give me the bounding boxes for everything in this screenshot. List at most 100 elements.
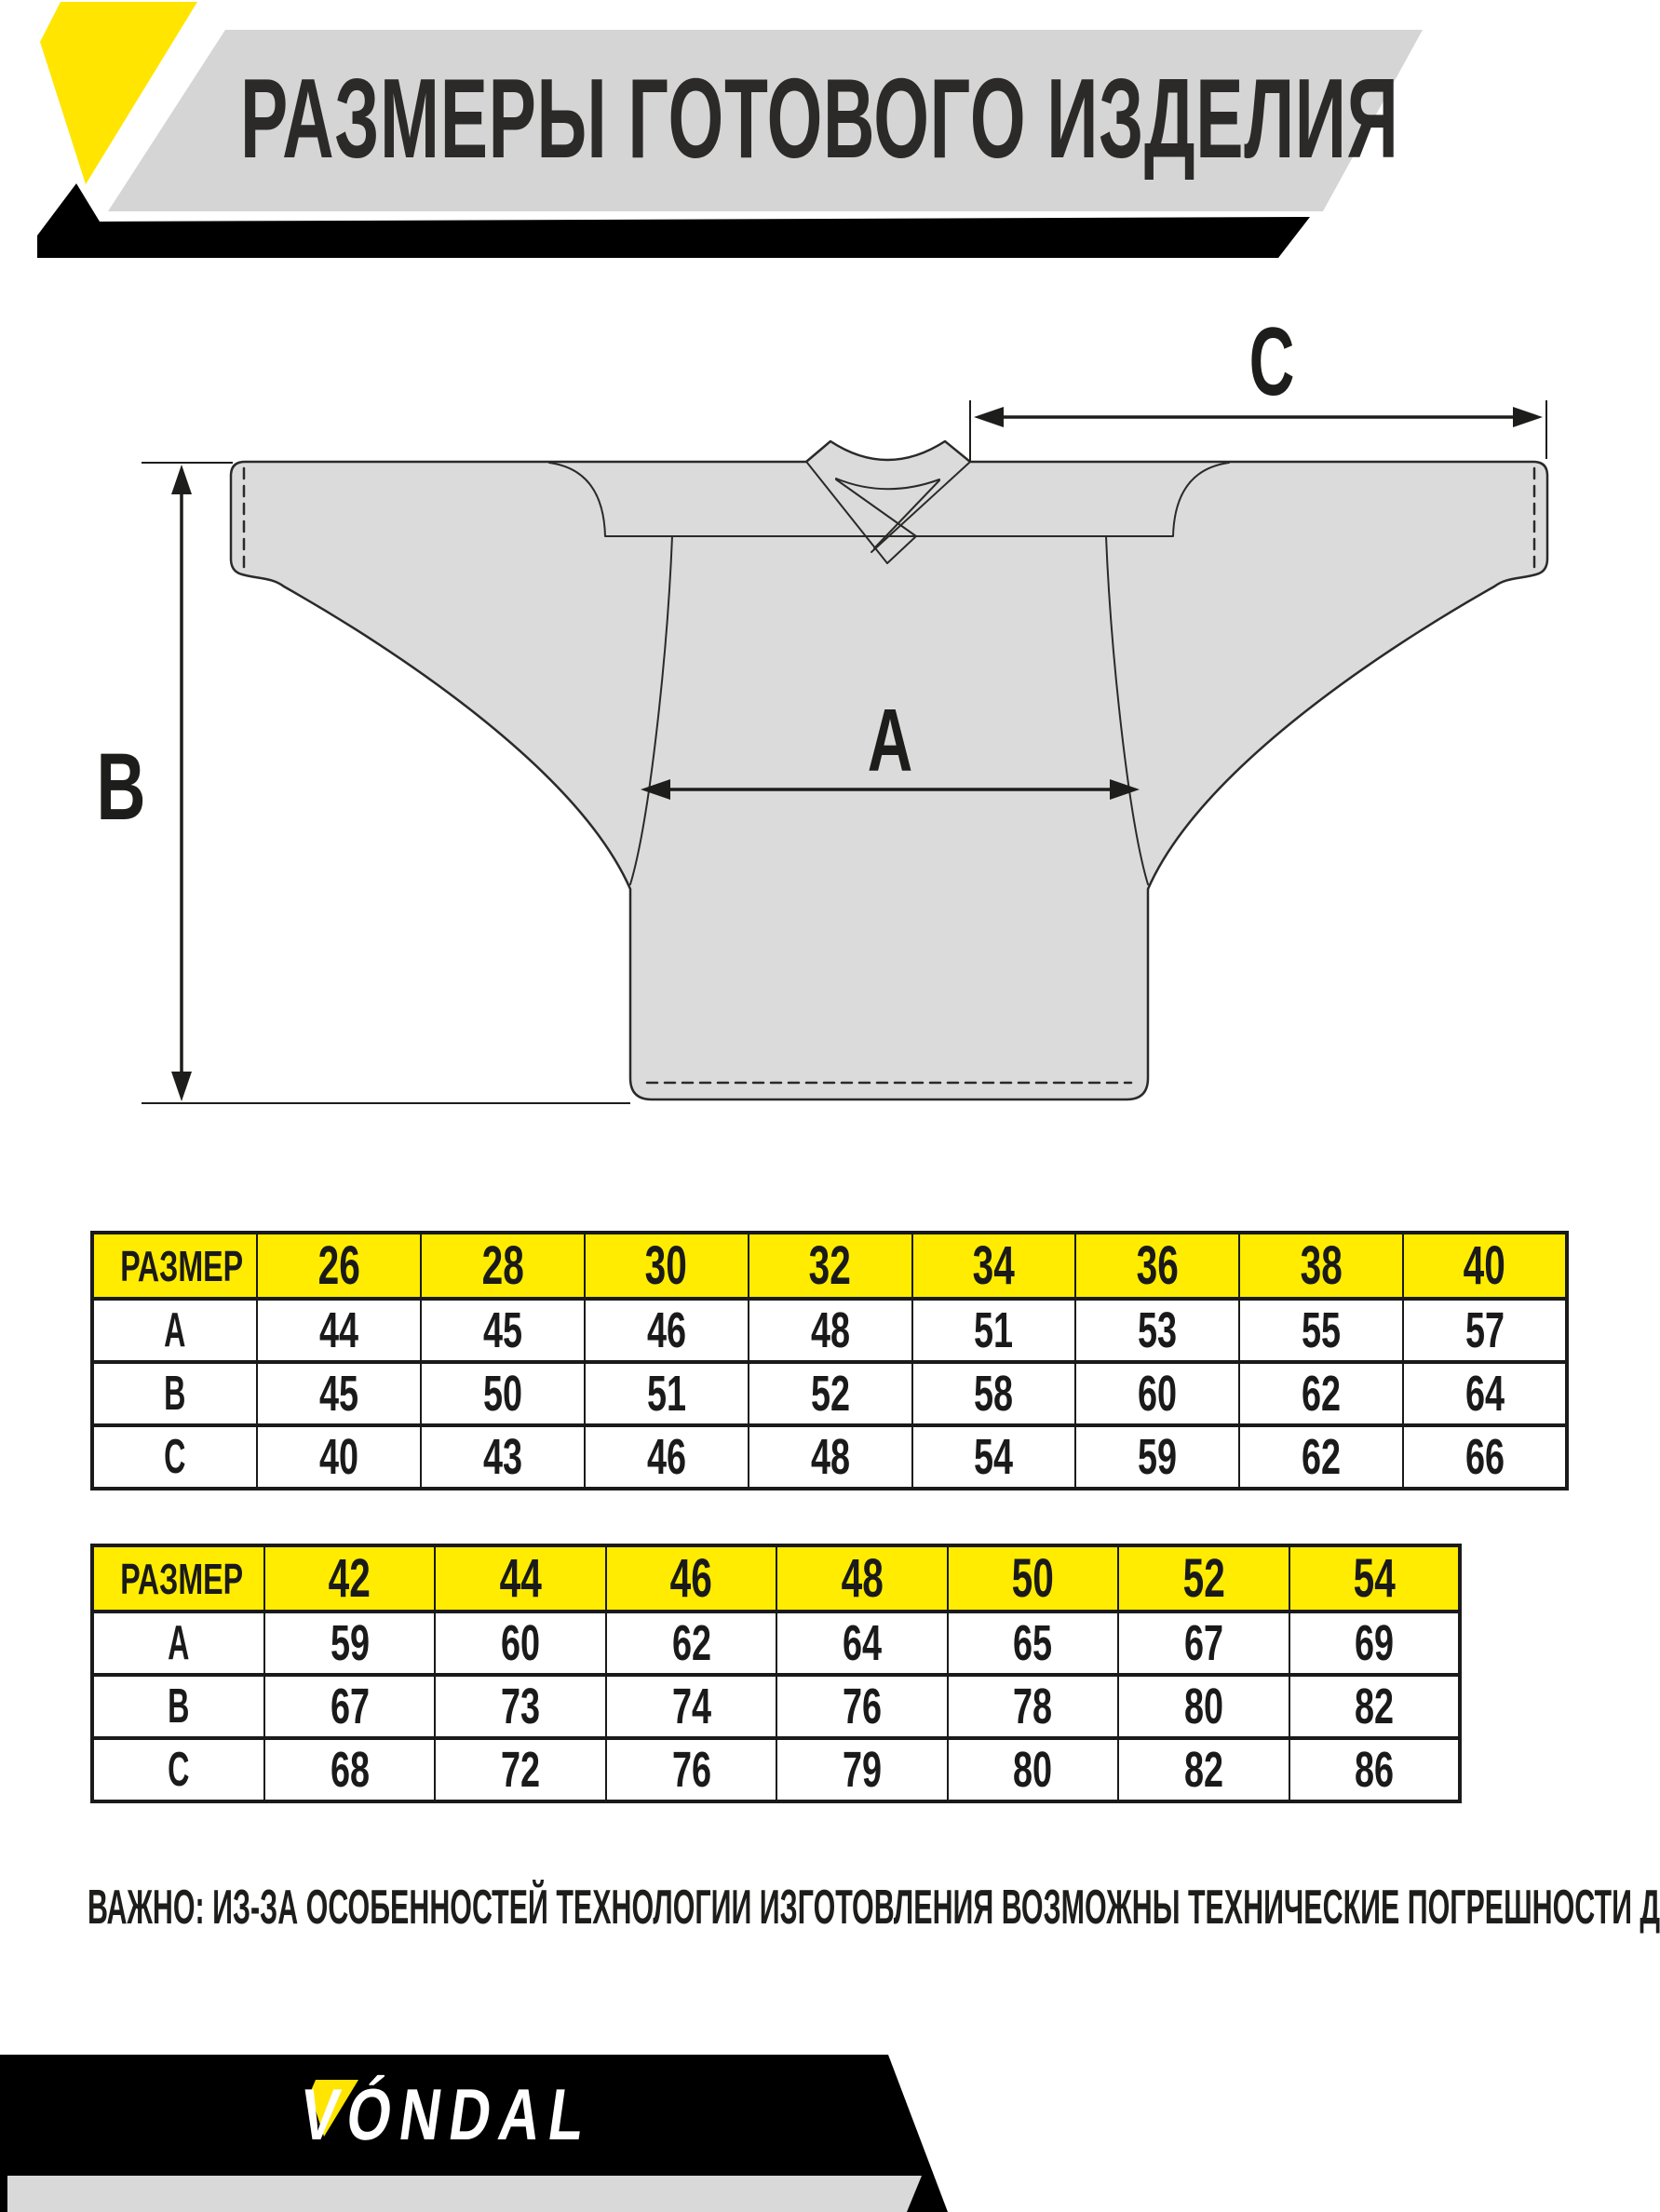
size-col: 52 xyxy=(1182,1548,1225,1609)
cell-value: 45 xyxy=(318,1366,358,1422)
jersey-side-seam-right xyxy=(1105,535,1149,885)
size-table-26-40: РАЗМЕР 26 28 30 32 34 36 38 40 А 44 45 4… xyxy=(90,1231,1569,1490)
cell-value: 86 xyxy=(1354,1742,1394,1798)
cell-value: 59 xyxy=(1138,1429,1178,1485)
size-col: 42 xyxy=(329,1548,371,1609)
cell-value: 51 xyxy=(646,1366,686,1422)
cell-value: 60 xyxy=(501,1615,541,1671)
size-col: 28 xyxy=(481,1235,524,1296)
brand-flag-shape xyxy=(40,2,197,184)
jersey-drawing xyxy=(229,439,1549,1101)
size-col: 46 xyxy=(669,1548,713,1609)
cell-value: 82 xyxy=(1354,1679,1394,1734)
cell-value: 48 xyxy=(810,1302,850,1358)
table-row-b: В 67 73 74 76 78 80 82 xyxy=(91,1673,1462,1740)
cell-value: 57 xyxy=(1464,1302,1505,1358)
cell-value: 65 xyxy=(1013,1615,1053,1671)
table-row-c: С 40 43 46 48 54 59 62 66 xyxy=(91,1423,1568,1490)
row-label: В xyxy=(168,1679,190,1733)
cell-value: 59 xyxy=(330,1615,370,1671)
brand-logo-flag-icon xyxy=(310,2080,358,2137)
cell-value: 40 xyxy=(318,1429,358,1485)
cell-value: 60 xyxy=(1138,1366,1178,1422)
table-row-a: А 59 60 62 64 65 67 69 xyxy=(91,1610,1462,1677)
dimension-label-c: C xyxy=(1249,307,1295,415)
cell-value: 46 xyxy=(646,1302,686,1358)
table-row-a: А 44 45 46 48 51 53 55 57 xyxy=(91,1297,1568,1364)
cell-value: 43 xyxy=(482,1429,522,1485)
cell-value: 62 xyxy=(1302,1429,1342,1485)
size-table-header-row: РАЗМЕР 42 44 46 48 50 52 54 xyxy=(91,1544,1462,1613)
jersey-side-seam-left xyxy=(629,535,673,885)
title-band xyxy=(108,30,1423,211)
cell-value: 68 xyxy=(330,1742,370,1798)
size-col: 54 xyxy=(1353,1548,1396,1609)
cell-value: 53 xyxy=(1138,1302,1178,1358)
cell-value: 72 xyxy=(501,1742,541,1798)
size-col: 26 xyxy=(317,1235,360,1296)
header-black-stripe xyxy=(37,183,1310,258)
row-label: В xyxy=(164,1367,186,1421)
cell-value: 82 xyxy=(1183,1742,1223,1798)
jersey-stitch-dashes xyxy=(242,466,1536,1085)
cell-value: 67 xyxy=(1183,1615,1223,1671)
row-label: А xyxy=(164,1303,186,1357)
jersey-outline xyxy=(229,439,1549,1101)
warning-note: ВАЖНО: ИЗ-ЗА ОСОБЕННОСТЕЙ ТЕХНОЛОГИИ ИЗГ… xyxy=(88,1881,1660,1935)
brand-logo: VÓNDAL xyxy=(295,2073,669,2155)
cell-value: 78 xyxy=(1013,1679,1053,1734)
cell-value: 46 xyxy=(646,1429,686,1485)
cell-value: 50 xyxy=(482,1366,522,1422)
dimension-a-arrow xyxy=(641,779,1140,800)
cell-value: 58 xyxy=(974,1366,1014,1422)
cell-value: 48 xyxy=(810,1429,850,1485)
footer-gray-stripe xyxy=(7,2176,922,2212)
size-col: 44 xyxy=(499,1548,542,1609)
size-header-label: РАЗМЕР xyxy=(120,1554,244,1603)
cell-value: 80 xyxy=(1013,1742,1053,1798)
size-table-42-54: РАЗМЕР 42 44 46 48 50 52 54 А 59 60 62 6… xyxy=(90,1544,1462,1803)
cell-value: 79 xyxy=(842,1742,883,1798)
row-label: А xyxy=(168,1616,190,1670)
cell-value: 55 xyxy=(1302,1302,1342,1358)
size-col: 32 xyxy=(808,1235,852,1296)
size-table-header-row: РАЗМЕР 26 28 30 32 34 36 38 40 xyxy=(91,1231,1568,1301)
cell-value: 64 xyxy=(842,1615,883,1671)
size-col: 48 xyxy=(841,1548,884,1609)
table-row-c: С 68 72 76 79 80 82 86 xyxy=(91,1736,1462,1803)
cell-value: 67 xyxy=(330,1679,370,1734)
cell-value: 51 xyxy=(974,1302,1014,1358)
size-col: 50 xyxy=(1011,1548,1054,1609)
table-row-b: В 45 50 51 52 58 60 62 64 xyxy=(91,1360,1568,1427)
size-col: 36 xyxy=(1136,1235,1179,1296)
dimension-c-arrow xyxy=(969,400,1547,461)
dimension-label-a: A xyxy=(868,690,913,790)
cell-value: 74 xyxy=(671,1679,711,1734)
brand-logo-text: VÓNDAL xyxy=(295,2073,599,2155)
footer-black-band xyxy=(0,2055,948,2212)
cell-value: 73 xyxy=(501,1679,541,1734)
jersey-collar xyxy=(806,462,970,564)
cell-value: 44 xyxy=(318,1302,358,1358)
cell-value: 66 xyxy=(1464,1429,1505,1485)
row-label: С xyxy=(164,1430,186,1484)
cell-value: 76 xyxy=(842,1679,883,1734)
size-col: 34 xyxy=(972,1235,1016,1296)
dimension-label-b: B xyxy=(96,734,145,840)
row-label: С xyxy=(168,1743,190,1797)
cell-value: 69 xyxy=(1354,1615,1394,1671)
cell-value: 62 xyxy=(671,1615,711,1671)
cell-value: 52 xyxy=(810,1366,850,1422)
cell-value: 45 xyxy=(482,1302,522,1358)
cell-value: 80 xyxy=(1183,1679,1223,1734)
cell-value: 62 xyxy=(1302,1366,1342,1422)
cell-value: 54 xyxy=(974,1429,1014,1485)
dimension-b-arrow xyxy=(142,462,630,1104)
size-col: 38 xyxy=(1300,1235,1343,1296)
page-title: РАЗМЕРЫ ГОТОВОГО ИЗДЕЛИЯ xyxy=(240,55,1399,182)
cell-value: 76 xyxy=(671,1742,711,1798)
cell-value: 64 xyxy=(1464,1366,1505,1422)
dimension-annotations: A B C xyxy=(96,307,1547,1104)
